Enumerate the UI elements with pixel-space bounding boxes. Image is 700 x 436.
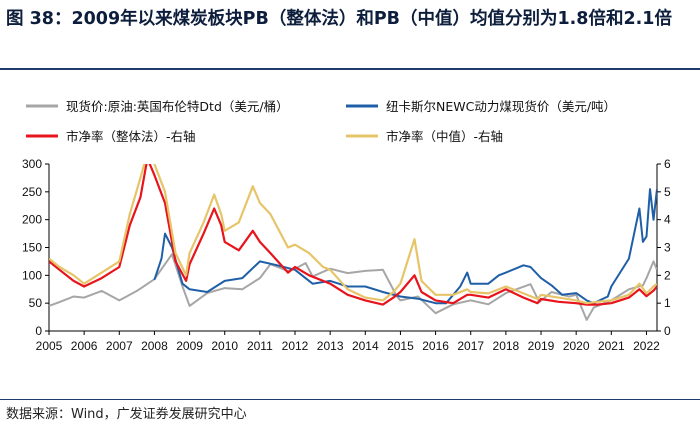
- legend-label: 纽卡斯尔NEWC动力煤现货价（美元/吨）: [386, 99, 616, 114]
- x-tick-label: 2013: [317, 339, 344, 353]
- x-tick-label: 2017: [457, 339, 484, 353]
- y-left-tick-label: 100: [22, 268, 42, 282]
- legend-label: 现货价:原油:英国布伦特Dtd（美元/桶）: [66, 99, 289, 114]
- y-left-tick-label: 200: [22, 213, 42, 227]
- legend-label: 市净率（整体法）-右轴: [66, 129, 196, 144]
- y-left-tick-label: 0: [35, 324, 42, 338]
- x-tick-label: 2011: [247, 339, 273, 353]
- legend-pb-median: 市净率（中值）-右轴: [346, 129, 503, 144]
- x-tick-label: 2020: [563, 339, 590, 353]
- x-tick-label: 2021: [598, 339, 625, 353]
- newc-coal-price-line: [153, 188, 657, 305]
- data-source: 数据来源：Wind，广发证券发展研究中心: [6, 407, 247, 422]
- x-tick-label: 2012: [282, 339, 309, 353]
- y-left-tick-label: 300: [22, 157, 42, 171]
- pb-line-chart: 现货价:原油:英国布伦特Dtd（美元/桶） 纽卡斯尔NEWC动力煤现货价（美元/吨…: [22, 99, 671, 353]
- oil-price-line: [49, 253, 657, 321]
- y-right-tick-label: 1: [664, 296, 671, 310]
- x-tick-label: 2014: [352, 339, 379, 353]
- y-left-tick-label: 150: [22, 241, 42, 255]
- legend-newc-coal: 纽卡斯尔NEWC动力煤现货价（美元/吨）: [346, 99, 616, 114]
- y-right-tick-label: 3: [664, 241, 671, 255]
- y-right-tick-label: 5: [664, 185, 671, 199]
- x-tick-label: 2008: [141, 339, 168, 353]
- y-right-tick-label: 6: [664, 157, 671, 171]
- legend-label: 市净率（中值）-右轴: [386, 129, 503, 144]
- y-right-tick-label: 2: [664, 268, 671, 282]
- pb-overall-line: [49, 164, 657, 306]
- chart-legend: 现货价:原油:英国布伦特Dtd（美元/桶） 纽卡斯尔NEWC动力煤现货价（美元/吨…: [26, 99, 616, 144]
- y-right-tick-label: 0: [664, 324, 671, 338]
- legend-pb-overall: 市净率（整体法）-右轴: [26, 129, 196, 144]
- x-tick-label: 2015: [387, 339, 414, 353]
- pb-median-line: [49, 164, 657, 305]
- x-tick-label: 2019: [528, 339, 555, 353]
- y-left-tick-label: 50: [29, 296, 43, 310]
- y-left-tick-label: 250: [22, 185, 42, 199]
- chart-series-lines: [49, 164, 657, 321]
- x-tick-label: 2018: [493, 339, 520, 353]
- y-right-tick-label: 4: [664, 213, 671, 227]
- chart-axes: 0 50 100 150 200 250 300 0 1 2 3 4 5 6 2005 2006 2007 200…: [22, 157, 671, 353]
- x-tick-label: 2022: [633, 339, 660, 353]
- legend-oil-price: 现货价:原油:英国布伦特Dtd（美元/桶）: [26, 99, 289, 114]
- title-divider: [0, 68, 700, 70]
- x-tick-label: 2010: [211, 339, 238, 353]
- x-tick-label: 2016: [422, 339, 449, 353]
- x-tick-label: 2006: [71, 339, 98, 353]
- source-divider: [0, 399, 700, 400]
- chart-title: 图 38：2009年以来煤炭板块PB（整体法）和PB（中值）均值分别为1.8倍和…: [6, 9, 672, 29]
- x-tick-label: 2005: [36, 339, 63, 353]
- x-tick-label: 2009: [176, 339, 203, 353]
- x-tick-label: 2007: [106, 339, 133, 353]
